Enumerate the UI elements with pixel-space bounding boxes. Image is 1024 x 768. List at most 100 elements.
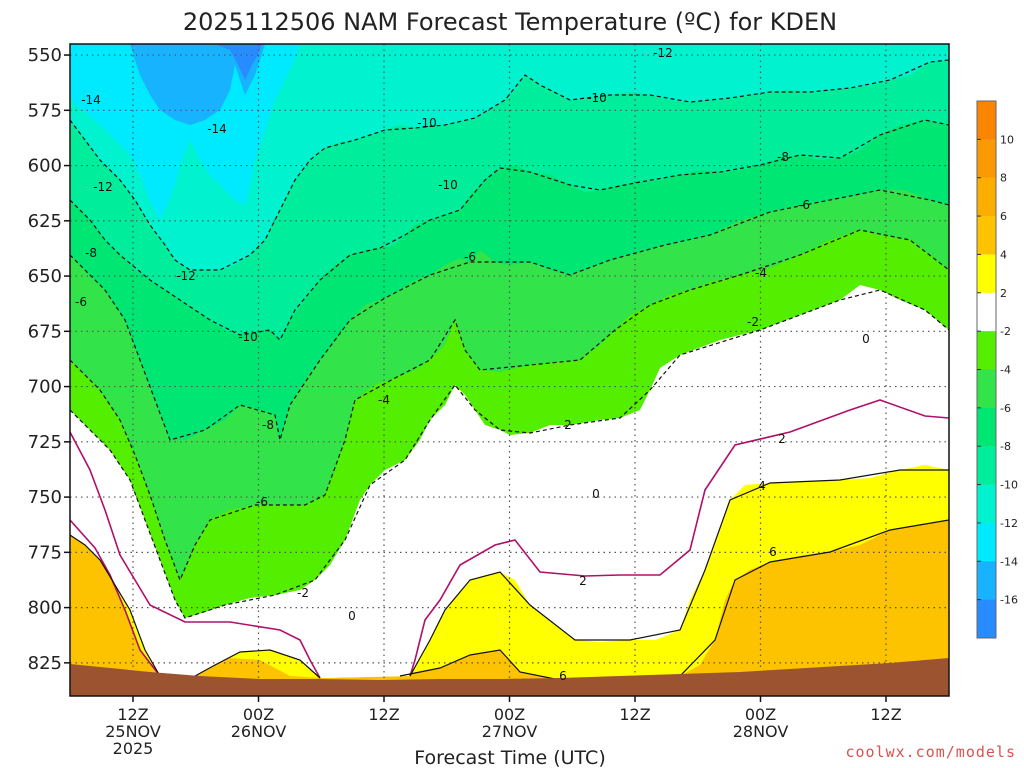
contour-label: -6 [256, 495, 268, 509]
credit-link[interactable]: coolwx.com/models [845, 743, 1016, 761]
y-tick-label: 775 [28, 542, 62, 563]
colorbar-swatch [977, 331, 996, 370]
terrain-ground [70, 658, 949, 696]
contour-label: 0 [592, 487, 600, 501]
contour-label: -14 [207, 122, 227, 136]
colorbar-label: 10 [1000, 133, 1014, 146]
x-tick-label: 12Z [117, 705, 148, 724]
contour-label: -2 [747, 315, 759, 329]
contour-label: -14 [81, 93, 101, 107]
contour-line [70, 519, 161, 677]
colorbar-label: -6 [1000, 402, 1011, 415]
colorbar-swatch [977, 599, 996, 639]
grid-lines [70, 44, 949, 696]
colorbar-swatch [977, 484, 996, 524]
colorbar-swatch [977, 139, 996, 179]
colorbar-label: -14 [1000, 555, 1018, 568]
colorbar-label: -16 [1000, 594, 1018, 607]
colorbar-swatch [977, 407, 996, 447]
contour-line [70, 59, 949, 271]
x-tick-label: 28NOV [733, 722, 789, 741]
y-tick-label: 750 [28, 487, 62, 508]
contour-lines [70, 59, 949, 681]
y-tick-label: 800 [28, 598, 62, 619]
y-tick-label: 550 [28, 45, 62, 66]
band-minus12-to-minus14 [70, 44, 300, 220]
band-minus14-to-minus16 [130, 44, 265, 125]
y-tick-label: 625 [28, 211, 62, 232]
contour-line [70, 399, 949, 679]
colorbar-label: -10 [1000, 479, 1018, 492]
contour-label: 6 [559, 669, 567, 683]
band-minus16-to-minus18 [215, 44, 262, 80]
contour-line [70, 469, 949, 679]
contour-line [70, 289, 949, 619]
contour-label: 2 [579, 574, 587, 588]
contour-label: -6 [798, 198, 810, 212]
colorbar-swatch [977, 446, 996, 486]
x-tick-label: 00Z [494, 705, 525, 724]
y-tick-label: 650 [28, 266, 62, 287]
x-tick-label: 26NOV [231, 722, 287, 741]
y-tick-label: 575 [28, 100, 62, 121]
colorbar-label: -4 [1000, 364, 1011, 377]
x-tick-label: 2025 [113, 739, 154, 758]
contour-label: 4 [758, 479, 766, 493]
contour-label: -6 [75, 295, 87, 309]
plot-area: -12 -14 -14 -10 -12 -10 -8 -10 -6 -8 -12 -4 -6 -6 -10 -… [70, 44, 949, 696]
contour-label: -8 [777, 150, 789, 164]
colorbar-label: -2 [1000, 325, 1011, 338]
x-tick-label: 12Z [619, 705, 650, 724]
x-tick-label: 27NOV [482, 722, 538, 741]
contour-label: -10 [587, 91, 607, 105]
contour-label: -8 [262, 418, 274, 432]
colorbar: 10 8 6 4 2 -2 -4 -6 -8 -10 -12 -14 -16 [976, 100, 1018, 639]
x-tick-label: 25NOV [105, 722, 161, 741]
colorbar-swatch [977, 369, 996, 409]
colorbar-swatch [977, 216, 996, 255]
y-tick-label: 675 [28, 321, 62, 342]
colorbar-swatch [977, 522, 996, 562]
colorbar-label: 8 [1000, 172, 1007, 185]
colorbar-swatch [977, 561, 996, 601]
contour-line [70, 119, 949, 342]
colorbar-label: 6 [1000, 210, 1007, 223]
colorbar-swatch [977, 292, 996, 332]
contour-label: -10 [238, 330, 258, 344]
chart-title: 2025112506 NAM Forecast Temperature (ºC)… [183, 8, 837, 36]
contour-line [70, 229, 949, 582]
y-tick-label: 825 [28, 653, 62, 674]
x-axis-label: Forecast Time (UTC) [414, 747, 605, 768]
contour-label: 6 [769, 545, 777, 559]
colorbar-label: -12 [1000, 517, 1018, 530]
contour-labels: -12 -14 -14 -10 -12 -10 -8 -10 -6 -8 -12 -4 -6 -6 -10 -… [75, 46, 870, 683]
contour-label: 0 [348, 609, 356, 623]
contour-label: -10 [417, 116, 437, 130]
x-tick-label: 12Z [870, 705, 901, 724]
y-axis: 550 575 600 625 650 675 700 725 750 775 800 825 [28, 45, 70, 674]
contour-label: -6 [464, 250, 476, 264]
colorbar-swatch [977, 254, 996, 294]
contour-label: -4 [755, 266, 767, 280]
contour-label: 0 [862, 332, 870, 346]
contour-label: -8 [85, 246, 97, 260]
y-tick-label: 700 [28, 377, 62, 398]
y-tick-label: 600 [28, 156, 62, 177]
contour-label: -4 [378, 393, 390, 407]
contour-line [70, 189, 949, 441]
contour-label: -10 [438, 178, 458, 192]
contour-label: -2 [297, 586, 309, 600]
x-tick-label: 12Z [368, 705, 399, 724]
x-tick-label: 00Z [243, 705, 274, 724]
contour-label: 2 [778, 432, 786, 446]
contour-label: -12 [653, 46, 673, 60]
colorbar-label: -8 [1000, 440, 1011, 453]
colorbar-label: 4 [1000, 248, 1007, 261]
colorbar-label: 2 [1000, 287, 1007, 300]
contour-label: -12 [93, 180, 113, 194]
y-tick-label: 725 [28, 432, 62, 453]
colorbar-swatch [977, 177, 996, 217]
colorbar-swatch [977, 101, 996, 140]
